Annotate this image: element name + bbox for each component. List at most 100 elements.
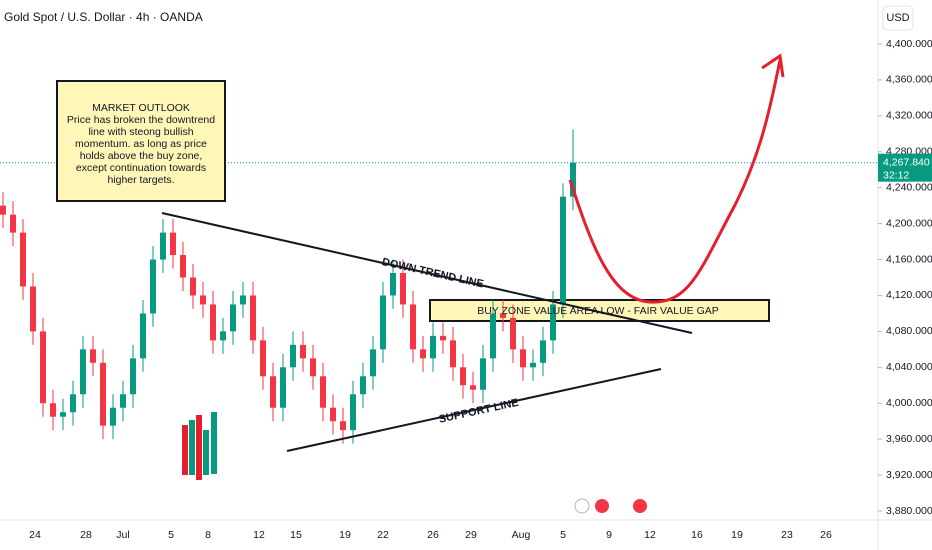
y-tick-label: 4,040.000 — [886, 361, 932, 373]
candle-body — [550, 304, 556, 341]
candle-body — [490, 313, 496, 359]
candle-body — [370, 349, 376, 377]
y-tick-label: 4,240.000 — [886, 181, 932, 193]
x-tick-label: 5 — [168, 529, 174, 541]
candle-body — [310, 358, 316, 377]
x-tick-label: 19 — [731, 529, 743, 541]
candle-body — [400, 273, 406, 305]
candle-body — [390, 273, 396, 296]
x-tick-label: Jul — [116, 529, 129, 541]
candle-body — [200, 295, 206, 305]
down-trend-line — [161, 212, 693, 334]
projection-arrow — [761, 53, 785, 78]
candle-body — [330, 407, 336, 422]
x-tick-label: 19 — [339, 529, 351, 541]
candle-body — [270, 376, 276, 408]
candle-body — [380, 295, 386, 350]
x-tick-label: 15 — [290, 529, 302, 541]
candle-body — [160, 232, 166, 260]
candle-body — [120, 394, 126, 408]
candle-body — [340, 421, 346, 431]
candle-body — [350, 394, 356, 431]
x-tick-label: 12 — [644, 529, 656, 541]
x-tick-label: 16 — [691, 529, 703, 541]
candle-body — [180, 255, 186, 278]
candle-body — [190, 277, 196, 296]
candle-body — [570, 162, 576, 197]
candle-body — [230, 304, 236, 332]
candle-body — [60, 412, 66, 417]
outlook-body: Price has broken the downtrend line with… — [66, 114, 216, 186]
event-icon[interactable] — [574, 498, 590, 514]
candle-body — [360, 376, 366, 395]
x-tick-label: 24 — [29, 529, 41, 541]
event-icon[interactable] — [633, 499, 647, 513]
y-tick-label: 4,080.000 — [886, 325, 932, 337]
candle-body — [530, 362, 536, 368]
y-tick-label: 3,960.000 — [886, 433, 932, 445]
candle-body — [70, 394, 76, 413]
candle-body — [500, 313, 506, 318]
candle-body — [240, 295, 246, 305]
candle-body — [460, 367, 466, 386]
candle-body — [280, 367, 286, 408]
last-price-box — [878, 153, 932, 182]
projection-curve — [568, 59, 782, 304]
candle-body — [480, 358, 486, 390]
candle-body — [250, 295, 256, 341]
chart-title: Gold Spot / U.S. Dollar · 4h · OANDA — [4, 10, 203, 24]
x-tick-label: 9 — [606, 529, 612, 541]
x-tick-label: 22 — [377, 529, 389, 541]
x-tick-label: 26 — [427, 529, 439, 541]
candle-body — [140, 313, 146, 359]
candle-body — [80, 349, 86, 395]
x-tick-label: 23 — [781, 529, 793, 541]
x-tick-label: 8 — [205, 529, 211, 541]
y-tick-label: 4,320.000 — [886, 110, 932, 122]
candle-body — [320, 376, 326, 408]
y-tick-label: 4,400.000 — [886, 38, 932, 50]
candle-body — [520, 349, 526, 368]
x-tick-label: 26 — [820, 529, 832, 541]
bull-logo — [182, 412, 217, 480]
x-tick-label: Aug — [512, 529, 531, 541]
candle-body — [10, 214, 16, 233]
x-tick-label: 28 — [80, 529, 92, 541]
y-tick-label: 3,880.000 — [886, 505, 932, 517]
candle-body — [170, 232, 176, 256]
x-tick-label: 5 — [560, 529, 566, 541]
buy-zone — [429, 299, 770, 322]
candle-body — [450, 340, 456, 368]
candle-body — [420, 349, 426, 359]
candle-body — [210, 304, 216, 341]
x-tick-label: 29 — [465, 529, 477, 541]
candle-body — [130, 358, 136, 395]
candle-body — [440, 335, 446, 341]
y-tick-label: 4,000.000 — [886, 397, 932, 409]
buy-zone-label: BUY ZONE VALUE AREA LOW - FAIR VALUE GAP — [477, 305, 719, 317]
last-price-label: 4,267.840 — [883, 156, 930, 168]
candle-body — [410, 304, 416, 350]
candle-body — [260, 340, 266, 377]
candle-body — [90, 349, 96, 363]
candle-body — [220, 331, 226, 341]
candle-body — [20, 232, 26, 287]
candle-body — [0, 205, 6, 215]
y-tick-label: 4,160.000 — [886, 253, 932, 265]
candle-body — [150, 259, 156, 314]
outlook-box: MARKET OUTLOOK Price has broken the down… — [56, 80, 226, 202]
currency[interactable]: USD — [886, 12, 909, 24]
candle-body — [290, 344, 296, 368]
candle-body — [30, 286, 36, 332]
x-tick-label: 12 — [253, 529, 265, 541]
candle-body — [40, 331, 46, 404]
event-icon[interactable] — [595, 499, 609, 513]
candle-body — [510, 317, 516, 350]
y-tick-label: 4,120.000 — [886, 289, 932, 301]
outlook-title: MARKET OUTLOOK — [92, 102, 190, 114]
currency-button[interactable] — [882, 5, 914, 31]
candle-body — [110, 407, 116, 426]
candle-body — [430, 335, 436, 359]
y-tick-label: 4,360.000 — [886, 74, 932, 86]
